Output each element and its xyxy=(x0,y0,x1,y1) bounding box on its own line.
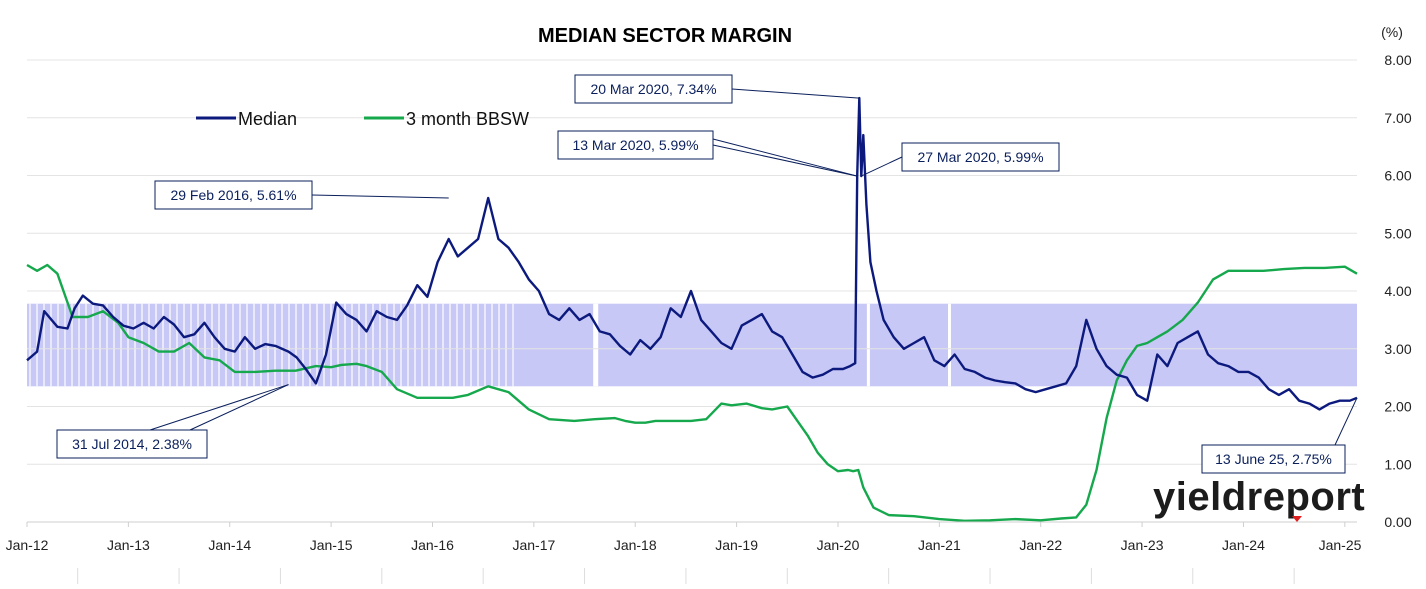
x-tick-label: Jan-17 xyxy=(512,537,555,553)
callout-leader xyxy=(731,88,860,99)
y-tick-label: 6.00 xyxy=(1384,168,1411,184)
callout-leader xyxy=(712,138,858,177)
logo-wordmark: yieldreport xyxy=(1153,475,1365,519)
y-tick-label: 0.00 xyxy=(1384,514,1411,530)
callout-box xyxy=(56,429,208,459)
chart-title: MEDIAN SECTOR MARGIN xyxy=(538,25,792,47)
yieldreport-logo: yieldreport xyxy=(1153,475,1365,522)
x-tick-label: Jan-22 xyxy=(1019,537,1062,553)
axes: 0.00 1.00 2.00 3.00 4.00 5.00 6.00 7.00 8.00 Jan-… xyxy=(6,52,1412,584)
logo-marker-icon xyxy=(1292,516,1302,522)
legend-label-median: Median xyxy=(238,109,297,129)
y-tick-label: 5.00 xyxy=(1384,225,1411,241)
callout-leader xyxy=(189,384,289,431)
x-tick-label: Jan-24 xyxy=(1222,537,1265,553)
callout-leader xyxy=(712,144,858,177)
x-tick-label: Jan-14 xyxy=(208,537,251,553)
callouts: 29 Feb 2016, 5.61% 31 Jul 2014, 2.38% 20 M… xyxy=(56,74,1358,474)
x-tick-label: Jan-18 xyxy=(614,537,657,553)
x-tick-label: Jan-21 xyxy=(918,537,961,553)
y-tick-label: 3.00 xyxy=(1384,341,1411,357)
callout-label: 13 Mar 2020, 5.99% xyxy=(572,137,698,153)
x-tick-label: Jan-20 xyxy=(817,537,860,553)
series-line-3-month-bbsw xyxy=(26,263,1358,522)
range-band xyxy=(27,303,1357,387)
y-tick-label: 8.00 xyxy=(1384,52,1411,68)
callout-label: 13 June 25, 2.75% xyxy=(1215,451,1332,467)
x-tick-label: Jan-13 xyxy=(107,537,150,553)
legend-label-bbsw: 3 month BBSW xyxy=(406,109,529,129)
x-tick-label: Jan-15 xyxy=(310,537,353,553)
callout-leader xyxy=(861,156,903,177)
x-tick-label: Jan-25 xyxy=(1319,537,1362,553)
callout-box xyxy=(1201,444,1346,474)
callout-box xyxy=(557,130,714,160)
callout-label: 20 Mar 2020, 7.34% xyxy=(590,81,716,97)
series-line-median xyxy=(26,96,1358,411)
x-tick-label: Jan-19 xyxy=(715,537,758,553)
y-tick-label: 2.00 xyxy=(1384,399,1411,415)
callout-box xyxy=(901,142,1060,172)
callout-label: 27 Mar 2020, 5.99% xyxy=(917,149,1043,165)
legend: Median 3 month BBSW xyxy=(196,109,529,129)
callout-leader xyxy=(149,384,289,431)
callout-box xyxy=(574,74,733,104)
series-lines xyxy=(26,96,1358,522)
callout-leader xyxy=(1334,397,1358,446)
callout-box xyxy=(154,180,313,210)
callout-label: 31 Jul 2014, 2.38% xyxy=(72,436,192,452)
y-tick-label: 4.00 xyxy=(1384,283,1411,299)
x-tick-label: Jan-12 xyxy=(6,537,49,553)
y-tick-label: 1.00 xyxy=(1384,456,1411,472)
x-tick-label: Jan-16 xyxy=(411,537,454,553)
y-unit-label: (%) xyxy=(1381,24,1403,40)
callout-leader xyxy=(311,194,449,199)
x-tick-label: Jan-23 xyxy=(1121,537,1164,553)
callout-label: 29 Feb 2016, 5.61% xyxy=(170,187,296,203)
y-tick-label: 7.00 xyxy=(1384,110,1411,126)
